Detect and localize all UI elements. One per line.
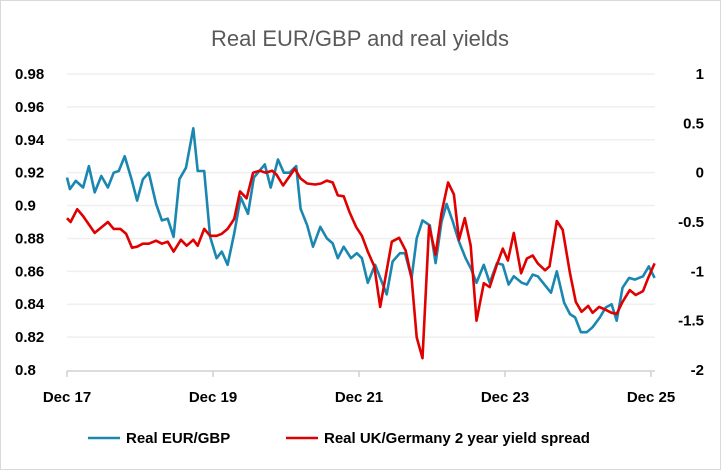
left-axis-tick-label: 0.8: [15, 362, 36, 379]
right-axis-tick-label: -2: [691, 362, 704, 379]
left-axis-tick-label: 0.94: [15, 132, 45, 149]
left-axis-tick-label: 0.98: [15, 66, 44, 83]
right-axis-tick-label: -1.5: [678, 313, 704, 330]
left-axis-tick-label: 0.96: [15, 99, 44, 116]
chart-title: Real EUR/GBP and real yields: [211, 26, 509, 51]
gridlines: [67, 73, 655, 338]
left-axis-tick-label: 0.84: [15, 296, 45, 313]
right-axis-tick-label: 0.5: [683, 115, 704, 132]
series-line-real-uk-germany-spread: [66, 167, 656, 360]
left-axis-tick-label: 0.88: [15, 230, 44, 247]
legend-label: Real EUR/GBP: [126, 430, 230, 447]
right-axis-tick-label: -0.5: [678, 214, 704, 231]
right-axis-tick-label: 1: [696, 66, 704, 83]
series-lines: [65, 127, 656, 360]
left-axis-tick-label: 0.86: [15, 263, 44, 280]
legend: Real EUR/GBP Real UK/Germany 2 year yield…: [88, 430, 590, 447]
left-axis-tick-label: 0.82: [15, 329, 44, 346]
left-axis-tick-label: 0.92: [15, 165, 44, 182]
left-axis-tick-label: 0.9: [15, 198, 36, 215]
series-line-real-eur-gbp: [65, 127, 656, 334]
x-axis-tick-label: Dec 25: [627, 389, 675, 406]
legend-label: Real UK/Germany 2 year yield spread: [324, 430, 590, 447]
x-axis-tick-label: Dec 19: [189, 389, 237, 406]
x-axis-tick-label: Dec 21: [335, 389, 383, 406]
right-axis-tick-label: 0: [696, 165, 704, 182]
right-axis-tick-label: -1: [691, 263, 704, 280]
x-axis-tick-label: Dec 23: [481, 389, 529, 406]
x-axis-tick-label: Dec 17: [43, 389, 91, 406]
axes: 0.8 0.82 0.84 0.86 0.88 0.9 0.92 0.94 0.96 0.98 -2…: [15, 66, 704, 406]
